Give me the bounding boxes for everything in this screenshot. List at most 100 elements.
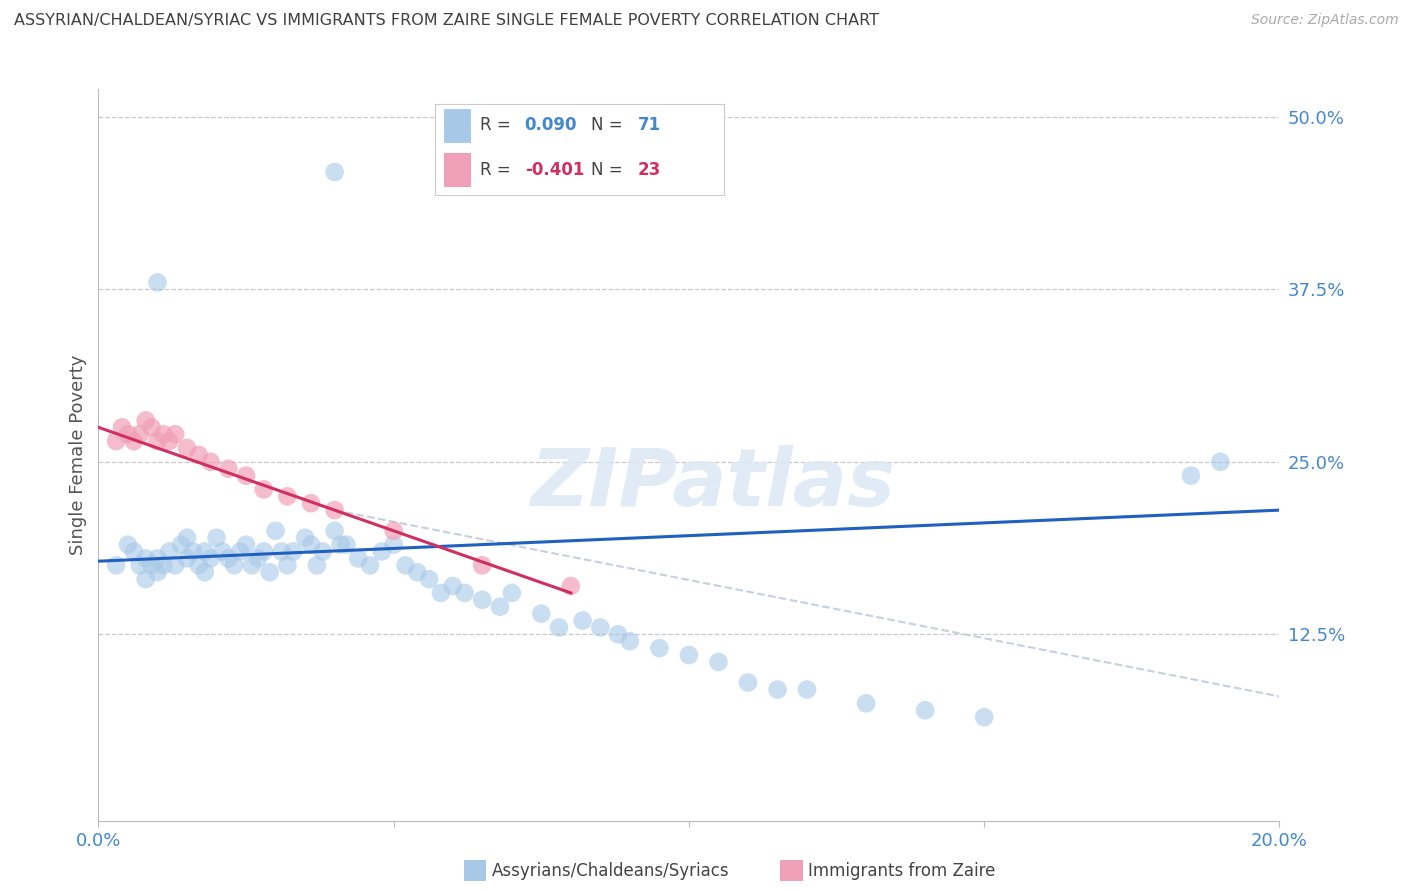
Point [117, 427, 139, 442]
Point [194, 544, 217, 558]
Point [152, 427, 174, 442]
Point [122, 434, 145, 449]
Point [235, 538, 257, 552]
Point [406, 566, 429, 580]
Point [135, 551, 157, 566]
Point [165, 558, 187, 573]
Point [619, 634, 641, 648]
Point [335, 538, 357, 552]
Point [240, 558, 263, 573]
Point [305, 558, 328, 573]
Point [157, 544, 180, 558]
Point [205, 531, 228, 545]
Point [111, 420, 134, 434]
Point [294, 531, 316, 545]
Point [200, 455, 222, 469]
Point [235, 468, 257, 483]
Point [678, 648, 700, 662]
Point [146, 551, 169, 566]
Point [105, 558, 128, 573]
Point [170, 538, 193, 552]
Point [264, 524, 287, 538]
Point [1180, 468, 1202, 483]
Point [560, 579, 582, 593]
Point [152, 558, 174, 573]
Point [176, 441, 198, 455]
Point [187, 558, 209, 573]
Point [441, 579, 464, 593]
Point [117, 538, 139, 552]
Point [146, 434, 169, 449]
Point [323, 165, 346, 179]
Point [323, 503, 346, 517]
Point [229, 544, 252, 558]
Point [347, 551, 370, 566]
Point [135, 572, 157, 586]
Point [141, 420, 163, 434]
Point [246, 551, 269, 566]
Point [135, 413, 157, 427]
Point [200, 551, 222, 566]
Point [394, 558, 416, 573]
Text: Immigrants from Zaire: Immigrants from Zaire [808, 862, 995, 880]
Point [312, 544, 335, 558]
Point [453, 586, 475, 600]
Text: ASSYRIAN/CHALDEAN/SYRIAC VS IMMIGRANTS FROM ZAIRE SINGLE FEMALE POVERTY CORRELAT: ASSYRIAN/CHALDEAN/SYRIAC VS IMMIGRANTS F… [14, 13, 879, 29]
Point [359, 558, 381, 573]
Point [548, 620, 571, 634]
Point [648, 641, 671, 656]
Point [141, 558, 163, 573]
Point [283, 544, 305, 558]
Point [323, 524, 346, 538]
Point [217, 461, 239, 475]
Point [973, 710, 995, 724]
Point [176, 551, 198, 566]
Point [128, 558, 150, 573]
Point [165, 427, 187, 442]
Point [105, 434, 128, 449]
Text: ZIPatlas: ZIPatlas [530, 445, 896, 524]
Point [855, 696, 877, 710]
Point [181, 544, 204, 558]
Point [471, 592, 494, 607]
Point [299, 496, 322, 510]
Point [176, 531, 198, 545]
Y-axis label: Single Female Poverty: Single Female Poverty [69, 355, 87, 555]
Point [276, 558, 298, 573]
Point [418, 572, 440, 586]
Point [329, 538, 352, 552]
Point [571, 614, 593, 628]
Point [707, 655, 730, 669]
Point [299, 538, 322, 552]
Point [382, 524, 405, 538]
Point [589, 620, 612, 634]
Point [157, 434, 180, 449]
Point [276, 489, 298, 503]
Point [224, 558, 246, 573]
Point [371, 544, 394, 558]
Point [187, 448, 209, 462]
Point [914, 703, 936, 717]
Text: Source: ZipAtlas.com: Source: ZipAtlas.com [1251, 13, 1399, 28]
Point [737, 675, 759, 690]
Point [471, 558, 494, 573]
Point [607, 627, 630, 641]
Point [1209, 455, 1232, 469]
Point [501, 586, 523, 600]
Point [382, 538, 405, 552]
Point [766, 682, 789, 697]
Point [489, 599, 512, 614]
Point [217, 551, 239, 566]
Point [796, 682, 818, 697]
Point [530, 607, 553, 621]
Point [194, 566, 217, 580]
Point [146, 276, 169, 290]
Point [211, 544, 233, 558]
Point [122, 544, 145, 558]
Point [430, 586, 453, 600]
Point [253, 544, 276, 558]
Point [259, 566, 281, 580]
Point [270, 544, 292, 558]
Text: Assyrians/Chaldeans/Syriacs: Assyrians/Chaldeans/Syriacs [492, 862, 730, 880]
Point [146, 566, 169, 580]
